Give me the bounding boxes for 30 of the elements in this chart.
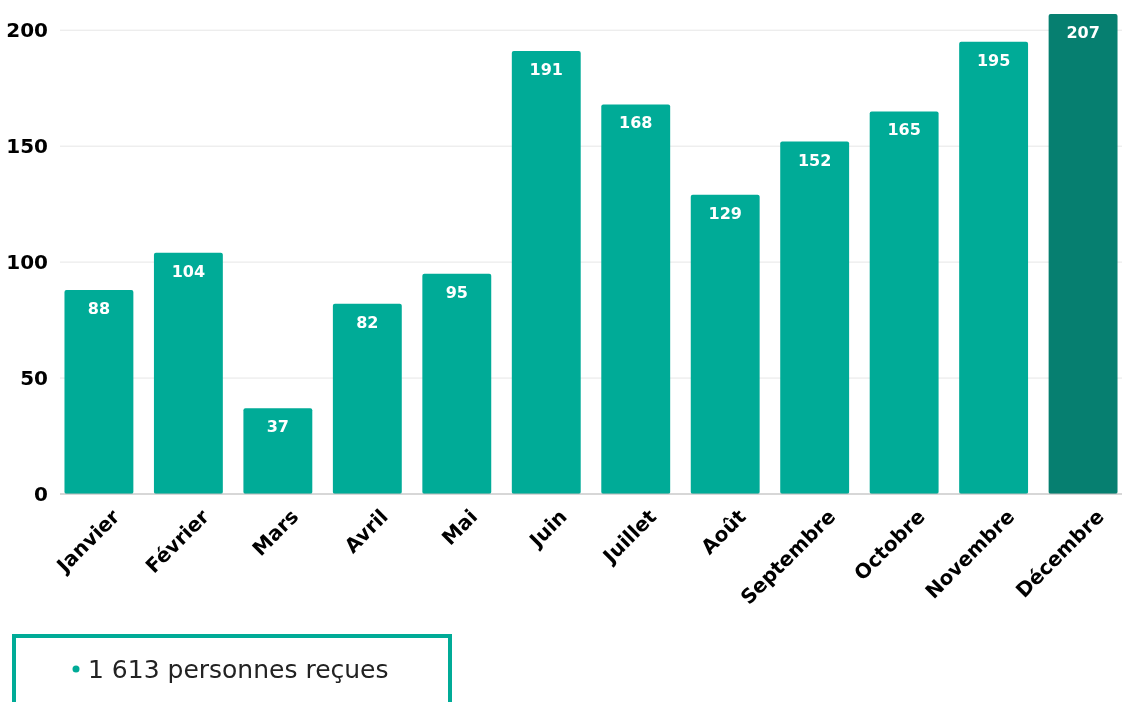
data-label: 88 [87, 298, 111, 318]
data-label: 152 [797, 150, 832, 170]
data-label: 95 [445, 282, 468, 302]
y-tick-label: 150 [6, 134, 48, 159]
y-tick-label: 100 [6, 250, 48, 275]
text: 1 613 personnes reçues [88, 655, 389, 684]
bar [422, 273, 492, 494]
bar [1048, 14, 1118, 494]
data-label: 82 [356, 312, 379, 332]
data-label: 168 [619, 113, 653, 133]
data-label: 207 [1066, 23, 1100, 42]
bar [153, 252, 223, 494]
y-tick-label: 0 [34, 482, 48, 506]
y-tick-label: 50 [20, 366, 48, 391]
bar [243, 408, 313, 494]
bar [959, 41, 1029, 494]
bar [690, 194, 760, 494]
data-label: 129 [708, 203, 742, 223]
bar [511, 51, 581, 494]
bar [869, 111, 939, 494]
bar [332, 303, 402, 494]
data-label: 191 [529, 60, 563, 80]
data-label: 195 [976, 50, 1011, 70]
bar [64, 289, 134, 494]
data-label: 37 [266, 417, 289, 437]
data-label: 104 [171, 261, 206, 281]
bar [601, 104, 671, 494]
bar [780, 141, 850, 494]
y-tick-label: 200 [6, 18, 48, 43]
data-label: 165 [887, 120, 921, 140]
